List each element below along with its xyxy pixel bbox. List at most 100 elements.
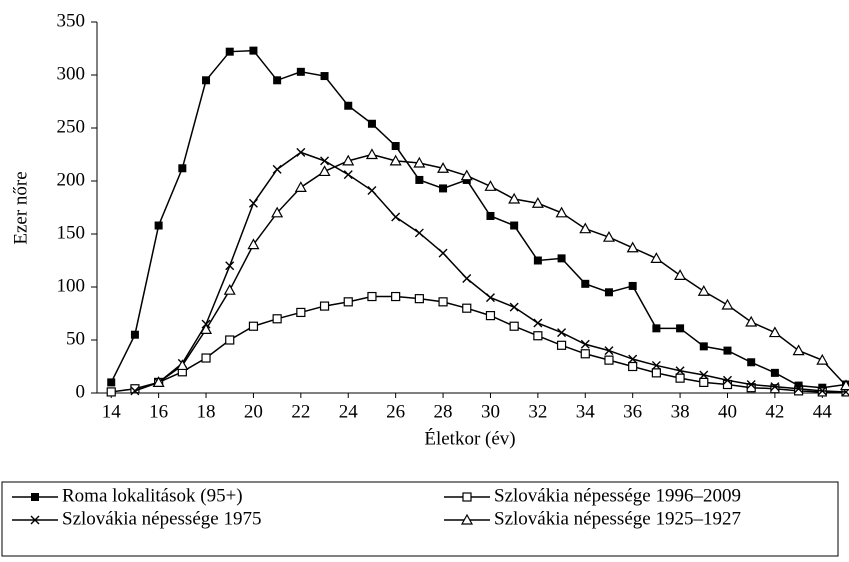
data-point xyxy=(391,212,401,222)
data-point xyxy=(296,307,306,318)
legend-label: Szlovákia népessége 1996–2009 xyxy=(494,485,741,506)
data-point xyxy=(792,344,805,356)
data-point xyxy=(604,288,613,297)
x-tick-label: 24 xyxy=(339,401,359,422)
legend-box xyxy=(1,481,839,557)
data-point xyxy=(555,206,568,218)
data-point xyxy=(721,298,734,310)
data-point xyxy=(770,382,780,392)
data-point xyxy=(484,180,497,191)
data-point xyxy=(722,375,732,385)
data-point xyxy=(272,164,282,174)
data-point xyxy=(723,346,732,355)
data-point xyxy=(817,386,827,396)
data-point xyxy=(676,324,685,333)
data-point xyxy=(343,297,353,307)
legend-marker xyxy=(30,515,40,525)
data-point xyxy=(176,359,189,371)
data-point xyxy=(602,230,615,242)
legend-marker xyxy=(462,492,472,502)
x-tick-label: 22 xyxy=(291,401,310,422)
data-point xyxy=(342,154,355,166)
data-point xyxy=(344,101,353,110)
data-point xyxy=(768,326,781,338)
y-tick-label: 0 xyxy=(76,381,86,402)
x-tick-label: 40 xyxy=(718,401,737,422)
data-point xyxy=(556,340,567,350)
series-line xyxy=(110,49,847,389)
y-axis-label: Ezer nőre xyxy=(10,171,31,244)
y-tick-label: 100 xyxy=(57,275,86,296)
data-point xyxy=(651,368,661,378)
data-point xyxy=(225,47,234,56)
y-tick-label: 350 xyxy=(57,10,86,31)
data-point xyxy=(652,324,661,333)
x-tick-label: 32 xyxy=(528,401,547,422)
x-tick-label: 26 xyxy=(386,401,405,422)
legend-marker xyxy=(31,493,39,501)
data-point xyxy=(697,285,710,296)
data-point xyxy=(367,291,377,302)
data-point xyxy=(367,186,377,196)
series-line xyxy=(158,153,847,387)
data-point xyxy=(675,373,685,383)
x-tick-label: 36 xyxy=(623,401,642,422)
data-point xyxy=(200,323,213,334)
data-point xyxy=(391,291,401,302)
y-tick-label: 50 xyxy=(66,328,85,349)
data-point xyxy=(770,368,779,377)
data-point xyxy=(130,330,139,339)
data-point xyxy=(415,175,424,184)
x-tick-label: 38 xyxy=(671,401,690,422)
data-point xyxy=(651,360,661,370)
data-point xyxy=(557,254,566,263)
data-point xyxy=(107,378,116,387)
data-point xyxy=(579,222,592,234)
data-point xyxy=(296,147,306,157)
data-point xyxy=(794,381,803,390)
data-point xyxy=(699,377,709,387)
data-point xyxy=(202,76,211,85)
data-point xyxy=(485,293,495,303)
legend-label: Roma lokalitások (95+) xyxy=(62,485,243,506)
data-point xyxy=(296,67,305,76)
data-point xyxy=(509,321,519,331)
data-point xyxy=(462,274,472,284)
data-point xyxy=(294,181,307,192)
x-tick-label: 34 xyxy=(576,401,596,422)
x-tick-label: 28 xyxy=(434,401,453,422)
data-point xyxy=(247,238,260,250)
data-point xyxy=(460,169,473,181)
x-tick-label: 42 xyxy=(765,401,784,422)
data-point xyxy=(130,386,140,396)
data-point xyxy=(439,184,448,193)
y-tick-label: 250 xyxy=(57,116,86,137)
data-point xyxy=(533,256,542,265)
data-point xyxy=(271,206,284,218)
data-point xyxy=(223,283,236,295)
data-point xyxy=(154,221,163,230)
data-point xyxy=(650,252,663,263)
data-point xyxy=(438,297,448,307)
data-point xyxy=(414,294,424,304)
data-point xyxy=(581,279,590,288)
data-point xyxy=(604,346,614,356)
legend-label: Szlovákia népessége 1975 xyxy=(62,508,261,529)
data-point xyxy=(249,46,258,55)
data-point xyxy=(746,380,756,390)
data-point xyxy=(793,386,804,396)
y-tick-label: 300 xyxy=(57,63,86,84)
x-tick-label: 18 xyxy=(197,401,216,422)
legend-marker xyxy=(460,513,474,525)
data-point xyxy=(580,349,590,359)
data-point xyxy=(604,355,614,365)
data-point xyxy=(178,164,187,173)
data-point xyxy=(510,221,519,230)
data-point xyxy=(531,197,544,208)
x-tick-label: 30 xyxy=(481,401,500,422)
data-point xyxy=(414,228,424,238)
data-point xyxy=(817,387,827,397)
data-point xyxy=(273,76,282,85)
